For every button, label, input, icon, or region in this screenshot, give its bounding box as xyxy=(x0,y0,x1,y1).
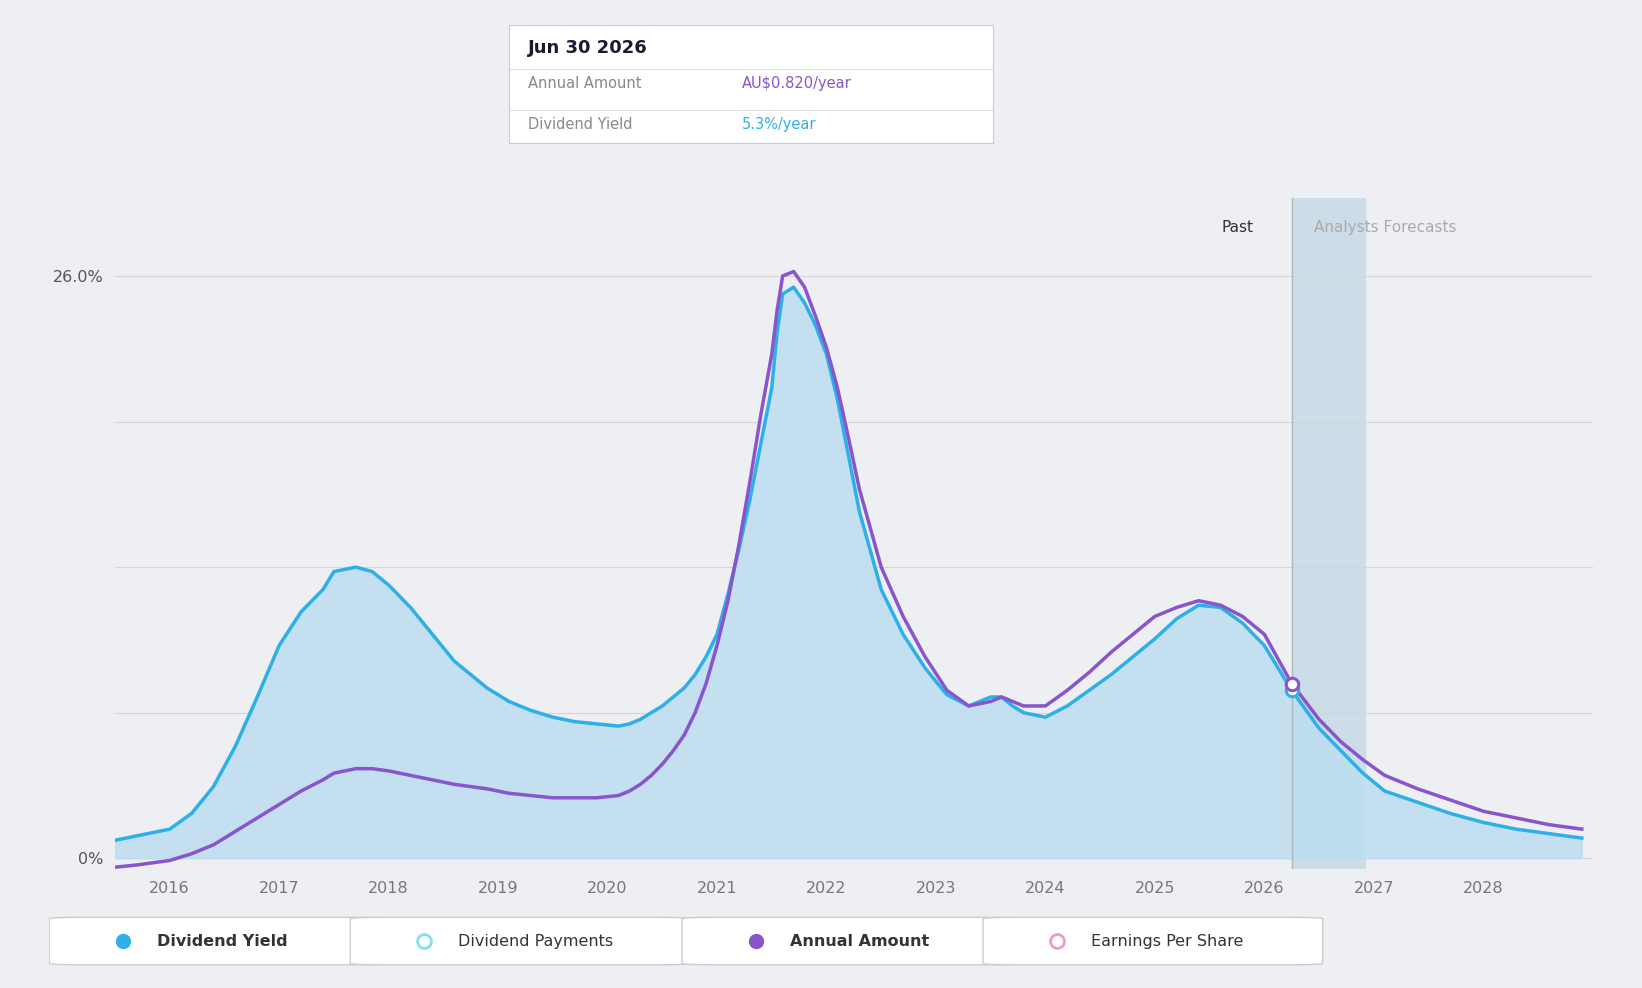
Text: Past: Past xyxy=(1222,220,1253,235)
Bar xyxy=(1292,198,1365,869)
FancyBboxPatch shape xyxy=(681,917,1021,964)
FancyBboxPatch shape xyxy=(350,917,690,964)
Text: Jun 30 2026: Jun 30 2026 xyxy=(529,39,649,57)
Text: Earnings Per Share: Earnings Per Share xyxy=(1092,934,1243,948)
Text: Annual Amount: Annual Amount xyxy=(790,934,929,948)
Text: Dividend Payments: Dividend Payments xyxy=(458,934,614,948)
Text: Dividend Yield: Dividend Yield xyxy=(158,934,287,948)
Text: AU$0.820/year: AU$0.820/year xyxy=(742,76,851,91)
Text: Annual Amount: Annual Amount xyxy=(529,76,642,91)
FancyBboxPatch shape xyxy=(49,917,389,964)
Text: 5.3%/year: 5.3%/year xyxy=(742,118,816,132)
Text: Dividend Yield: Dividend Yield xyxy=(529,118,632,132)
Text: Analysts Forecasts: Analysts Forecasts xyxy=(1314,220,1456,235)
FancyBboxPatch shape xyxy=(984,917,1323,964)
